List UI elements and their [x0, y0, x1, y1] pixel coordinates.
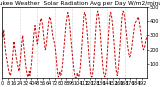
Title: Milwaukee Weather  Solar Radiation Avg per Day W/m2/minute: Milwaukee Weather Solar Radiation Avg pe… — [0, 1, 160, 6]
